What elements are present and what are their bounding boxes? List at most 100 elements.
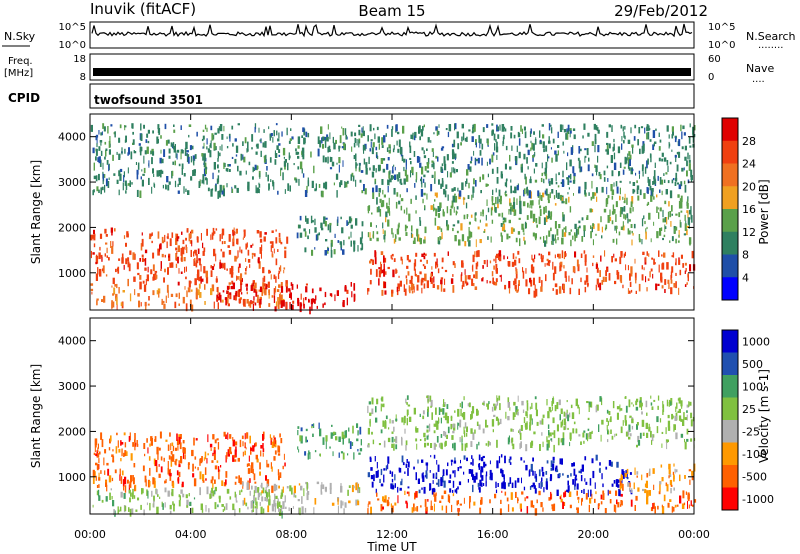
data-cell: [423, 155, 427, 159]
data-cell: [589, 208, 592, 213]
data-cell: [574, 234, 576, 242]
data-cell: [256, 501, 258, 510]
data-cell: [381, 506, 384, 510]
data-cell: [202, 174, 205, 182]
data-cell: [492, 277, 494, 285]
data-cell: [457, 508, 460, 516]
nsearch-tick-top: 10^5: [708, 22, 735, 33]
data-cell: [556, 469, 559, 472]
data-cell: [419, 259, 422, 262]
data-cell: [246, 148, 248, 153]
data-cell: [648, 423, 650, 428]
data-cell: [424, 253, 427, 256]
data-cell: [93, 189, 95, 193]
data-cell: [375, 406, 377, 413]
data-cell: [98, 146, 101, 151]
data-cell: [546, 258, 549, 261]
data-cell: [692, 504, 694, 507]
data-cell: [672, 506, 675, 512]
data-cell: [552, 138, 555, 144]
data-cell: [153, 173, 155, 177]
data-cell: [572, 235, 574, 240]
data-cell: [636, 422, 639, 426]
data-cell: [380, 261, 382, 265]
data-cell: [297, 136, 301, 144]
data-cell: [402, 462, 405, 466]
data-cell: [182, 440, 185, 444]
data-cell: [662, 209, 664, 218]
data-cell: [620, 226, 624, 230]
data-cell: [397, 486, 399, 493]
data-cell: [586, 215, 589, 220]
data-cell: [248, 301, 251, 307]
data-cell: [430, 455, 432, 458]
data-cell: [620, 207, 623, 211]
data-cell: [288, 507, 290, 512]
data-cell: [123, 175, 125, 183]
data-cell: [98, 173, 100, 181]
data-cell: [461, 136, 463, 142]
data-cell: [530, 140, 532, 144]
data-cell: [237, 123, 240, 126]
data-cell: [381, 145, 384, 148]
data-cell: [380, 158, 384, 164]
data-cell: [330, 249, 333, 258]
data-cell: [184, 454, 186, 460]
data-cell: [450, 278, 454, 284]
data-cell: [419, 439, 422, 441]
data-cell: [172, 501, 174, 506]
data-cell: [116, 303, 118, 311]
data-cell: [164, 487, 167, 493]
data-cell: [597, 145, 600, 153]
data-cell: [206, 486, 209, 495]
data-cell: [470, 428, 473, 434]
data-cell: [136, 174, 139, 180]
data-cell: [627, 429, 630, 436]
data-cell: [667, 165, 669, 172]
data-cell: [382, 168, 386, 173]
data-cell: [210, 288, 213, 296]
data-cell: [271, 485, 274, 493]
data-cell: [278, 475, 280, 481]
data-cell: [117, 440, 119, 448]
data-cell: [545, 161, 548, 169]
data-cell: [387, 157, 390, 161]
data-cell: [157, 231, 160, 239]
data-cell: [533, 431, 536, 435]
data-cell: [610, 184, 613, 192]
data-cell: [312, 433, 314, 437]
data-cell: [419, 220, 422, 226]
data-cell: [391, 431, 394, 434]
data-cell: [628, 399, 631, 408]
data-cell: [146, 502, 148, 506]
data-cell: [261, 482, 263, 489]
data-cell: [100, 150, 103, 156]
data-cell: [686, 404, 689, 408]
data-cell: [355, 218, 358, 226]
data-cell: [440, 166, 443, 173]
data-cell: [606, 418, 608, 422]
data-cell: [288, 140, 291, 144]
data-cell: [226, 290, 228, 294]
data-cell: [643, 215, 645, 220]
data-cell: [367, 503, 369, 508]
data-cell: [552, 417, 555, 424]
data-cell: [532, 232, 535, 237]
data-cell: [558, 473, 561, 478]
data-cell: [550, 493, 553, 500]
data-cell: [619, 478, 621, 482]
data-cell: [173, 129, 176, 133]
nave-dots: ....: [752, 74, 765, 85]
data-cell: [653, 196, 655, 200]
data-cell: [666, 441, 668, 450]
data-cell: [476, 250, 478, 258]
data-cell: [641, 239, 643, 245]
data-cell: [125, 258, 128, 265]
data-cell: [529, 131, 532, 137]
data-cell: [381, 289, 384, 296]
data-cell: [620, 275, 623, 284]
data-cell: [613, 209, 616, 214]
data-cell: [255, 289, 258, 293]
data-cell: [687, 492, 690, 496]
data-cell: [150, 436, 153, 441]
